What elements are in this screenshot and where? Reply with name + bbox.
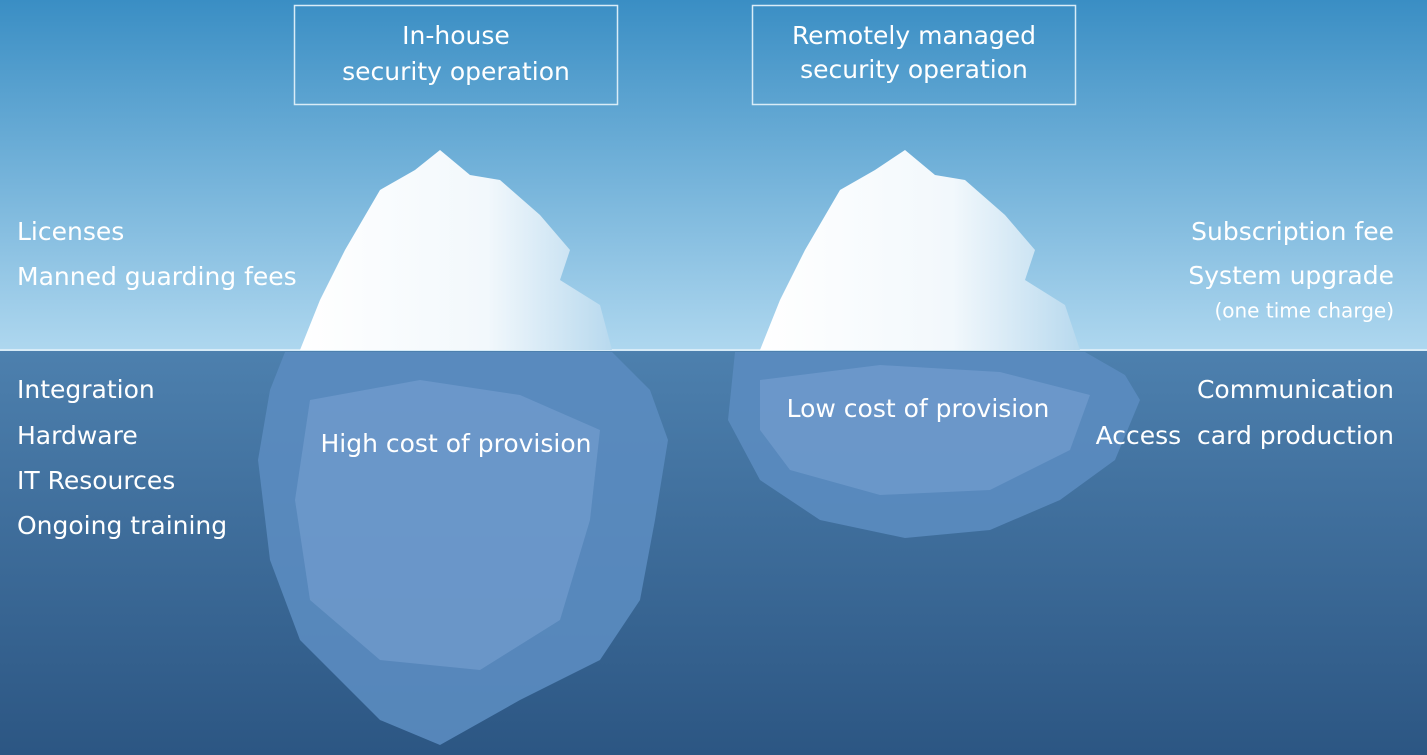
sky [0, 0, 1427, 350]
cost-item: Ongoing training [17, 511, 227, 540]
cost-item: Hardware [17, 421, 138, 450]
cost-item: Licenses [17, 217, 124, 246]
cost-item: Access card production [1096, 421, 1394, 450]
iceberg-label: Low cost of provision [787, 394, 1050, 423]
header-text: security operation [342, 57, 570, 86]
cost-item: IT Resources [17, 466, 175, 495]
header-text: security operation [800, 55, 1028, 84]
cost-item: Subscription fee [1191, 217, 1394, 246]
cost-item: Integration [17, 375, 155, 404]
cost-item-note: (one time charge) [1214, 299, 1394, 323]
diagram: In-house security operation Remotely man… [0, 0, 1427, 755]
sea [0, 350, 1427, 755]
header-text: In-house [402, 21, 510, 50]
page: In-house security operation Remotely man… [0, 0, 1427, 755]
cost-item: Communication [1197, 375, 1394, 404]
cost-item: Manned guarding fees [17, 262, 297, 291]
cost-item: System upgrade [1188, 261, 1394, 290]
header-text: Remotely managed [792, 21, 1036, 50]
iceberg-label: High cost of provision [320, 429, 591, 458]
